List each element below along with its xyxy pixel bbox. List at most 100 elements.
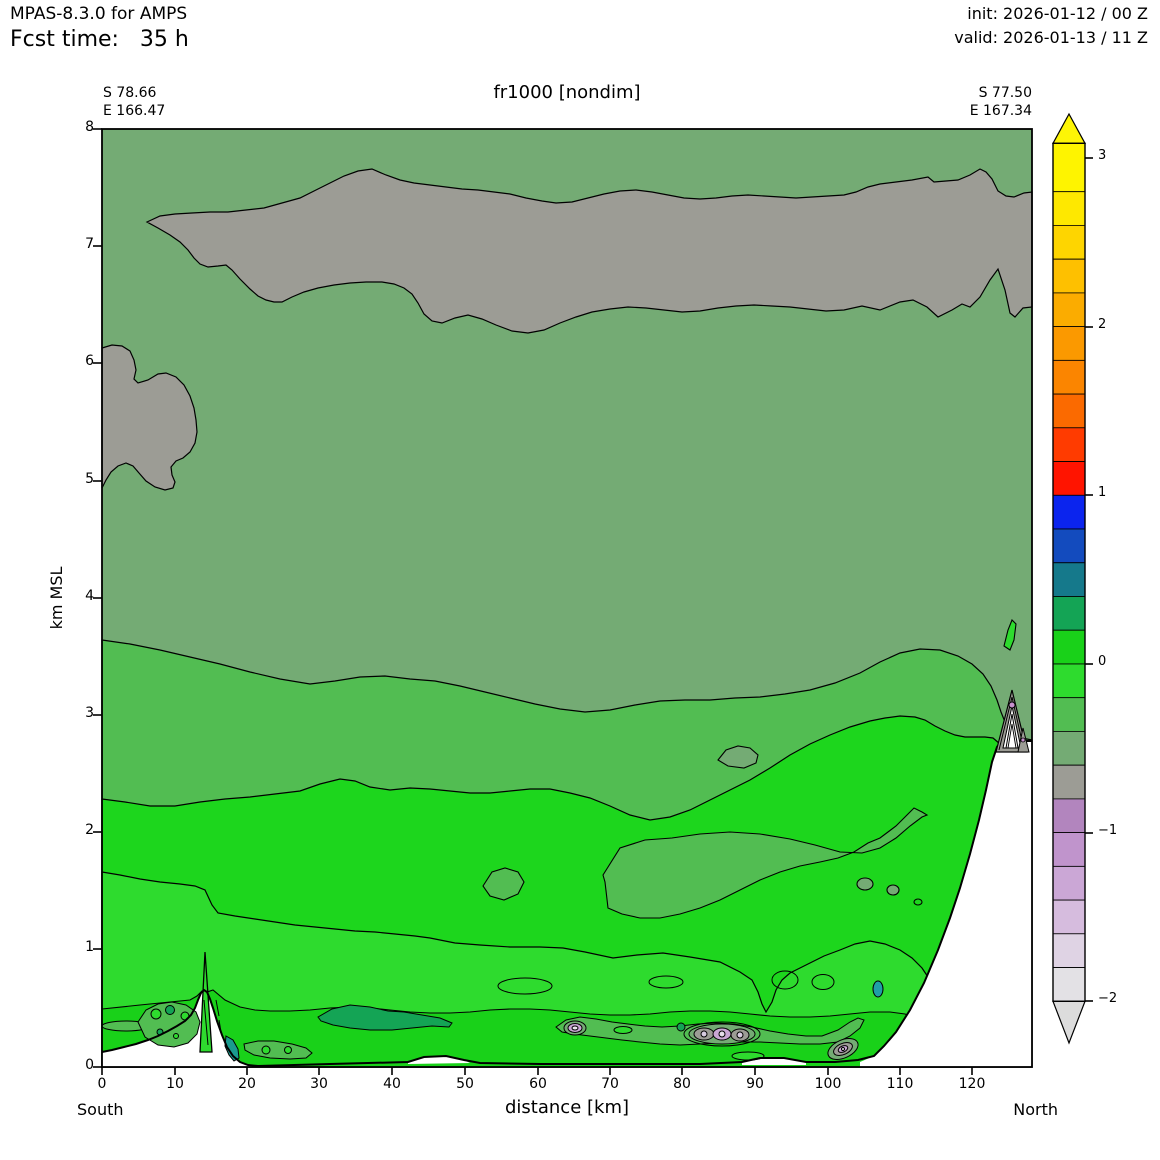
colorbar-segment (1052, 596, 1086, 631)
colorbar-segment (1052, 697, 1086, 732)
colorbar-segment (1052, 191, 1086, 226)
colorbar-tick-label: −1 (1098, 823, 1118, 838)
colorbar-tick-marks (1085, 157, 1093, 1002)
x-tick-label: 110 (886, 1076, 914, 1092)
feature-spike-line (203, 999, 209, 1046)
x-tick-label: 80 (673, 1076, 691, 1092)
feature-peak-spike (199, 951, 213, 1053)
south-endpoint-lat: S 78.66 (103, 85, 157, 101)
colorbar-segment (1052, 528, 1086, 564)
x-tick-label: 20 (238, 1076, 256, 1092)
plot-title: fr1000 [nondim] (493, 82, 641, 103)
colorbar-segment (1052, 629, 1086, 665)
colorbar-segment (1052, 832, 1086, 867)
y-tick-label: 3 (85, 705, 94, 721)
colorbar (1052, 142, 1086, 1002)
y-tick-label: 0 (85, 1057, 94, 1073)
y-tick-marks (93, 128, 102, 1068)
x-tick-label: 90 (746, 1076, 764, 1092)
feature-knot-65km (563, 1020, 587, 1036)
feature-ring (165, 1005, 175, 1015)
y-tick-label: 1 (85, 939, 94, 955)
x-tick-label: 100 (814, 1076, 842, 1092)
feature-knot-101km (827, 1038, 859, 1060)
colorbar-segment (1052, 764, 1086, 800)
colorbar-segment (1052, 967, 1086, 1002)
contour-band-bright-green-surface (101, 989, 951, 1068)
colorbar-outline (1052, 142, 1086, 1003)
feature-lens (613, 1026, 633, 1034)
x-tick-label: 120 (958, 1076, 986, 1092)
colorbar-segment (1052, 663, 1086, 699)
x-tick-label: 50 (456, 1076, 474, 1092)
colorbar-segment (1052, 326, 1086, 361)
feature-blob-summit-high (1003, 619, 1017, 651)
x-tick-label: 0 (97, 1076, 107, 1092)
feature-blob-88km (717, 745, 759, 769)
colorbar-segment (1052, 258, 1086, 294)
south-end-label: South (77, 1100, 124, 1119)
y-tick-label: 4 (85, 588, 94, 604)
feature-ring-outline (648, 975, 684, 989)
terrain-north-mountain (860, 737, 1032, 1067)
mid-level-features (482, 619, 1017, 919)
colorbar-arrow-under (1052, 1000, 1086, 1045)
colorbar-segment (1052, 292, 1086, 327)
y-tick-label: 2 (85, 822, 94, 838)
feature-spike-dash (215, 999, 220, 1017)
colorbar-segment (1052, 142, 1086, 193)
x-tick-label: 30 (310, 1076, 328, 1092)
summit-knot-core (1008, 701, 1016, 709)
feature-ring (261, 1045, 271, 1055)
feature-ring-outline (771, 970, 799, 990)
x-tick-label: 40 (383, 1076, 401, 1092)
colorbar-segment (1052, 359, 1086, 395)
x-tick-label: 60 (529, 1076, 547, 1092)
colorbar-segment (1052, 899, 1086, 935)
colorbar-segment (1052, 224, 1086, 260)
south-endpoint-lon: E 166.47 (103, 103, 166, 119)
y-tick-label: 8 (85, 119, 94, 135)
y-tick-label: 5 (85, 471, 94, 487)
terrain-line (101, 735, 1032, 1068)
feature-ring (676, 1022, 686, 1032)
colorbar-tick-label: 1 (1098, 485, 1107, 500)
colorbar-segment (1052, 427, 1086, 462)
feature-ring (173, 1033, 179, 1039)
model-label: MPAS-8.3.0 for AMPS (10, 4, 188, 24)
colorbar-tick-label: −2 (1098, 991, 1118, 1006)
colorbar-segment (1052, 731, 1086, 766)
colorbar-segment (1052, 393, 1086, 429)
feature-ring-outline (913, 898, 923, 906)
contour-blob-gray-left (101, 344, 198, 491)
valid-time-label: valid: 2026-01-13 / 11 Z (954, 28, 1148, 47)
colorbar-segment (1052, 798, 1086, 834)
colorbar-segment (1052, 866, 1086, 901)
colorbar-segment (1052, 461, 1086, 496)
x-tick-label: 10 (166, 1076, 184, 1092)
feature-midlevel-band (602, 807, 929, 919)
feature-slope-blob (243, 1040, 313, 1060)
feature-ring-outline (497, 977, 553, 995)
colorbar-arrow-over (1051, 112, 1087, 144)
feature-blob-54km (482, 867, 525, 901)
summit-knot (995, 689, 1030, 753)
feature-ring (284, 1046, 292, 1054)
feature-small-blob (886, 884, 900, 896)
feature-ring (150, 1008, 162, 1020)
colorbar-tick-label: 3 (1098, 148, 1107, 163)
feature-small-blob (856, 877, 874, 891)
x-tick-label: 70 (601, 1076, 619, 1092)
colorbar-tick-label: 2 (1098, 317, 1107, 332)
north-endpoint-lat: S 77.50 (978, 85, 1032, 101)
north-end-label: North (1013, 1100, 1058, 1119)
contour-band-gray-upper (145, 168, 1033, 334)
feature-knot-cluster-85km (683, 1021, 761, 1047)
x-axis-label: distance [km] (505, 1097, 629, 1118)
y-tick-label: 6 (85, 353, 94, 369)
fcst-time-label: Fcst time: 35 h (10, 27, 189, 52)
x-tick-marks (101, 1067, 973, 1075)
y-tick-label: 7 (85, 236, 94, 252)
